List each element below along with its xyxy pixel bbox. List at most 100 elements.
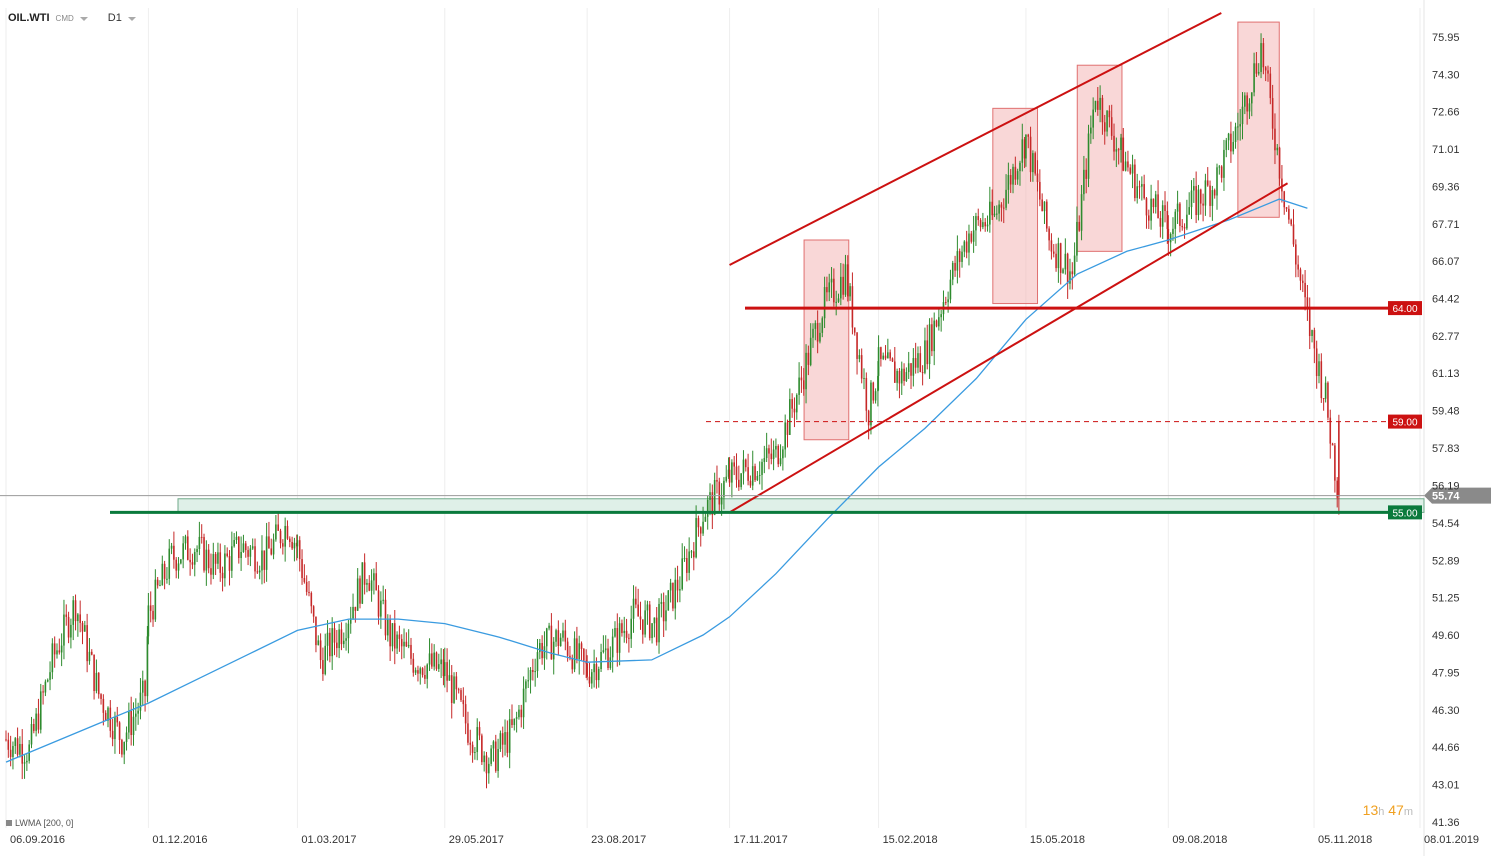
candle-body bbox=[288, 538, 291, 542]
candle-body bbox=[1016, 171, 1019, 180]
candle-body bbox=[940, 314, 942, 318]
candle-body bbox=[1183, 227, 1186, 229]
candle-body bbox=[887, 352, 889, 359]
candle-body bbox=[1313, 330, 1316, 349]
candle-body bbox=[578, 643, 581, 659]
candle-body bbox=[1172, 228, 1174, 235]
candle-body bbox=[161, 563, 164, 586]
candle-body bbox=[1048, 228, 1050, 241]
candle-body bbox=[146, 636, 149, 697]
candle-body bbox=[324, 645, 327, 675]
channel-lower-line bbox=[729, 182, 1289, 514]
candle-body bbox=[63, 614, 65, 646]
candle-body bbox=[326, 632, 329, 646]
candle-body bbox=[1301, 280, 1304, 283]
candle-body bbox=[1157, 194, 1159, 219]
candle-body bbox=[88, 651, 91, 662]
candle-body bbox=[1253, 63, 1255, 93]
timer-minutes: 47 bbox=[1388, 802, 1404, 818]
candle-body bbox=[435, 652, 438, 669]
candle-body bbox=[863, 377, 865, 379]
candle-body bbox=[993, 213, 996, 216]
candle-body bbox=[293, 542, 296, 549]
candle-body bbox=[1199, 189, 1202, 204]
candle-body bbox=[1136, 186, 1138, 199]
candle-body bbox=[1230, 133, 1232, 152]
candle-body bbox=[604, 648, 607, 651]
candle-body bbox=[1318, 361, 1320, 377]
candle-body bbox=[366, 582, 368, 585]
timeframe-selector[interactable]: D1 bbox=[107, 12, 122, 24]
candle-body bbox=[667, 590, 670, 611]
candle-body bbox=[511, 719, 513, 726]
candle-body bbox=[1285, 207, 1288, 209]
date-tick-label: 08.01.2019 bbox=[1424, 834, 1479, 846]
candle-body bbox=[1239, 124, 1241, 127]
candle-body bbox=[860, 355, 863, 379]
candle-body bbox=[844, 264, 847, 295]
candle-body bbox=[104, 712, 107, 721]
candle-body bbox=[681, 558, 684, 590]
candle-body bbox=[1002, 207, 1005, 209]
candle-body bbox=[319, 640, 322, 661]
candle-body bbox=[690, 551, 693, 553]
candle-body bbox=[1131, 164, 1134, 174]
indicator-legend[interactable]: LWMA [200, 0] bbox=[6, 818, 73, 828]
candle-body bbox=[965, 241, 968, 253]
candle-body bbox=[1311, 330, 1313, 336]
candle-body bbox=[42, 691, 44, 693]
candle-body bbox=[417, 670, 419, 674]
candle-body bbox=[305, 581, 308, 592]
candle-body bbox=[1036, 173, 1039, 182]
candle-body bbox=[455, 676, 458, 690]
candle-body bbox=[494, 741, 497, 771]
candle-body bbox=[828, 282, 831, 293]
candle-body bbox=[679, 589, 681, 591]
candle-body bbox=[665, 610, 667, 622]
candle-body bbox=[221, 572, 224, 579]
candle-body bbox=[284, 525, 286, 547]
candle-body bbox=[595, 663, 598, 681]
candle-body bbox=[1274, 128, 1276, 151]
candle-body bbox=[513, 718, 516, 726]
candle-body bbox=[905, 372, 908, 381]
candle-body bbox=[118, 722, 121, 740]
candle-body bbox=[921, 372, 924, 374]
candle-body bbox=[951, 262, 954, 280]
candle-body bbox=[1043, 201, 1046, 212]
candle-body bbox=[1250, 92, 1253, 104]
eye-icon[interactable] bbox=[6, 820, 12, 826]
candle-body bbox=[958, 251, 961, 262]
candle-body bbox=[961, 251, 963, 262]
symbol-name[interactable]: OIL.WTI bbox=[8, 12, 50, 24]
date-tick-label: 29.05.2017 bbox=[449, 834, 504, 846]
candle-body bbox=[1009, 175, 1012, 185]
price-tick-label: 44.66 bbox=[1432, 742, 1460, 754]
candle-body bbox=[826, 287, 828, 293]
candle-body bbox=[865, 377, 868, 411]
candle-body bbox=[1223, 149, 1225, 178]
candle-body bbox=[1078, 221, 1081, 231]
chevron-down-icon[interactable] bbox=[127, 17, 136, 21]
candle-body bbox=[375, 573, 378, 591]
candle-body bbox=[880, 347, 882, 359]
candle-body bbox=[536, 652, 539, 672]
chevron-down-icon[interactable] bbox=[79, 17, 88, 21]
candle-body bbox=[935, 320, 938, 327]
candle-body bbox=[481, 735, 483, 763]
candle-body bbox=[956, 251, 959, 271]
candle-body bbox=[1186, 214, 1188, 229]
candle-body bbox=[555, 630, 557, 642]
candle-body bbox=[450, 675, 453, 703]
candle-body bbox=[1320, 361, 1323, 399]
candle-body bbox=[1092, 109, 1094, 128]
candle-body bbox=[291, 541, 293, 549]
candle-body bbox=[1264, 67, 1267, 71]
candle-body bbox=[1299, 269, 1302, 281]
candle-body bbox=[175, 559, 178, 571]
candle-body bbox=[607, 648, 609, 668]
candle-body bbox=[14, 738, 17, 747]
candle-body bbox=[210, 568, 212, 575]
candle-body bbox=[77, 614, 79, 622]
